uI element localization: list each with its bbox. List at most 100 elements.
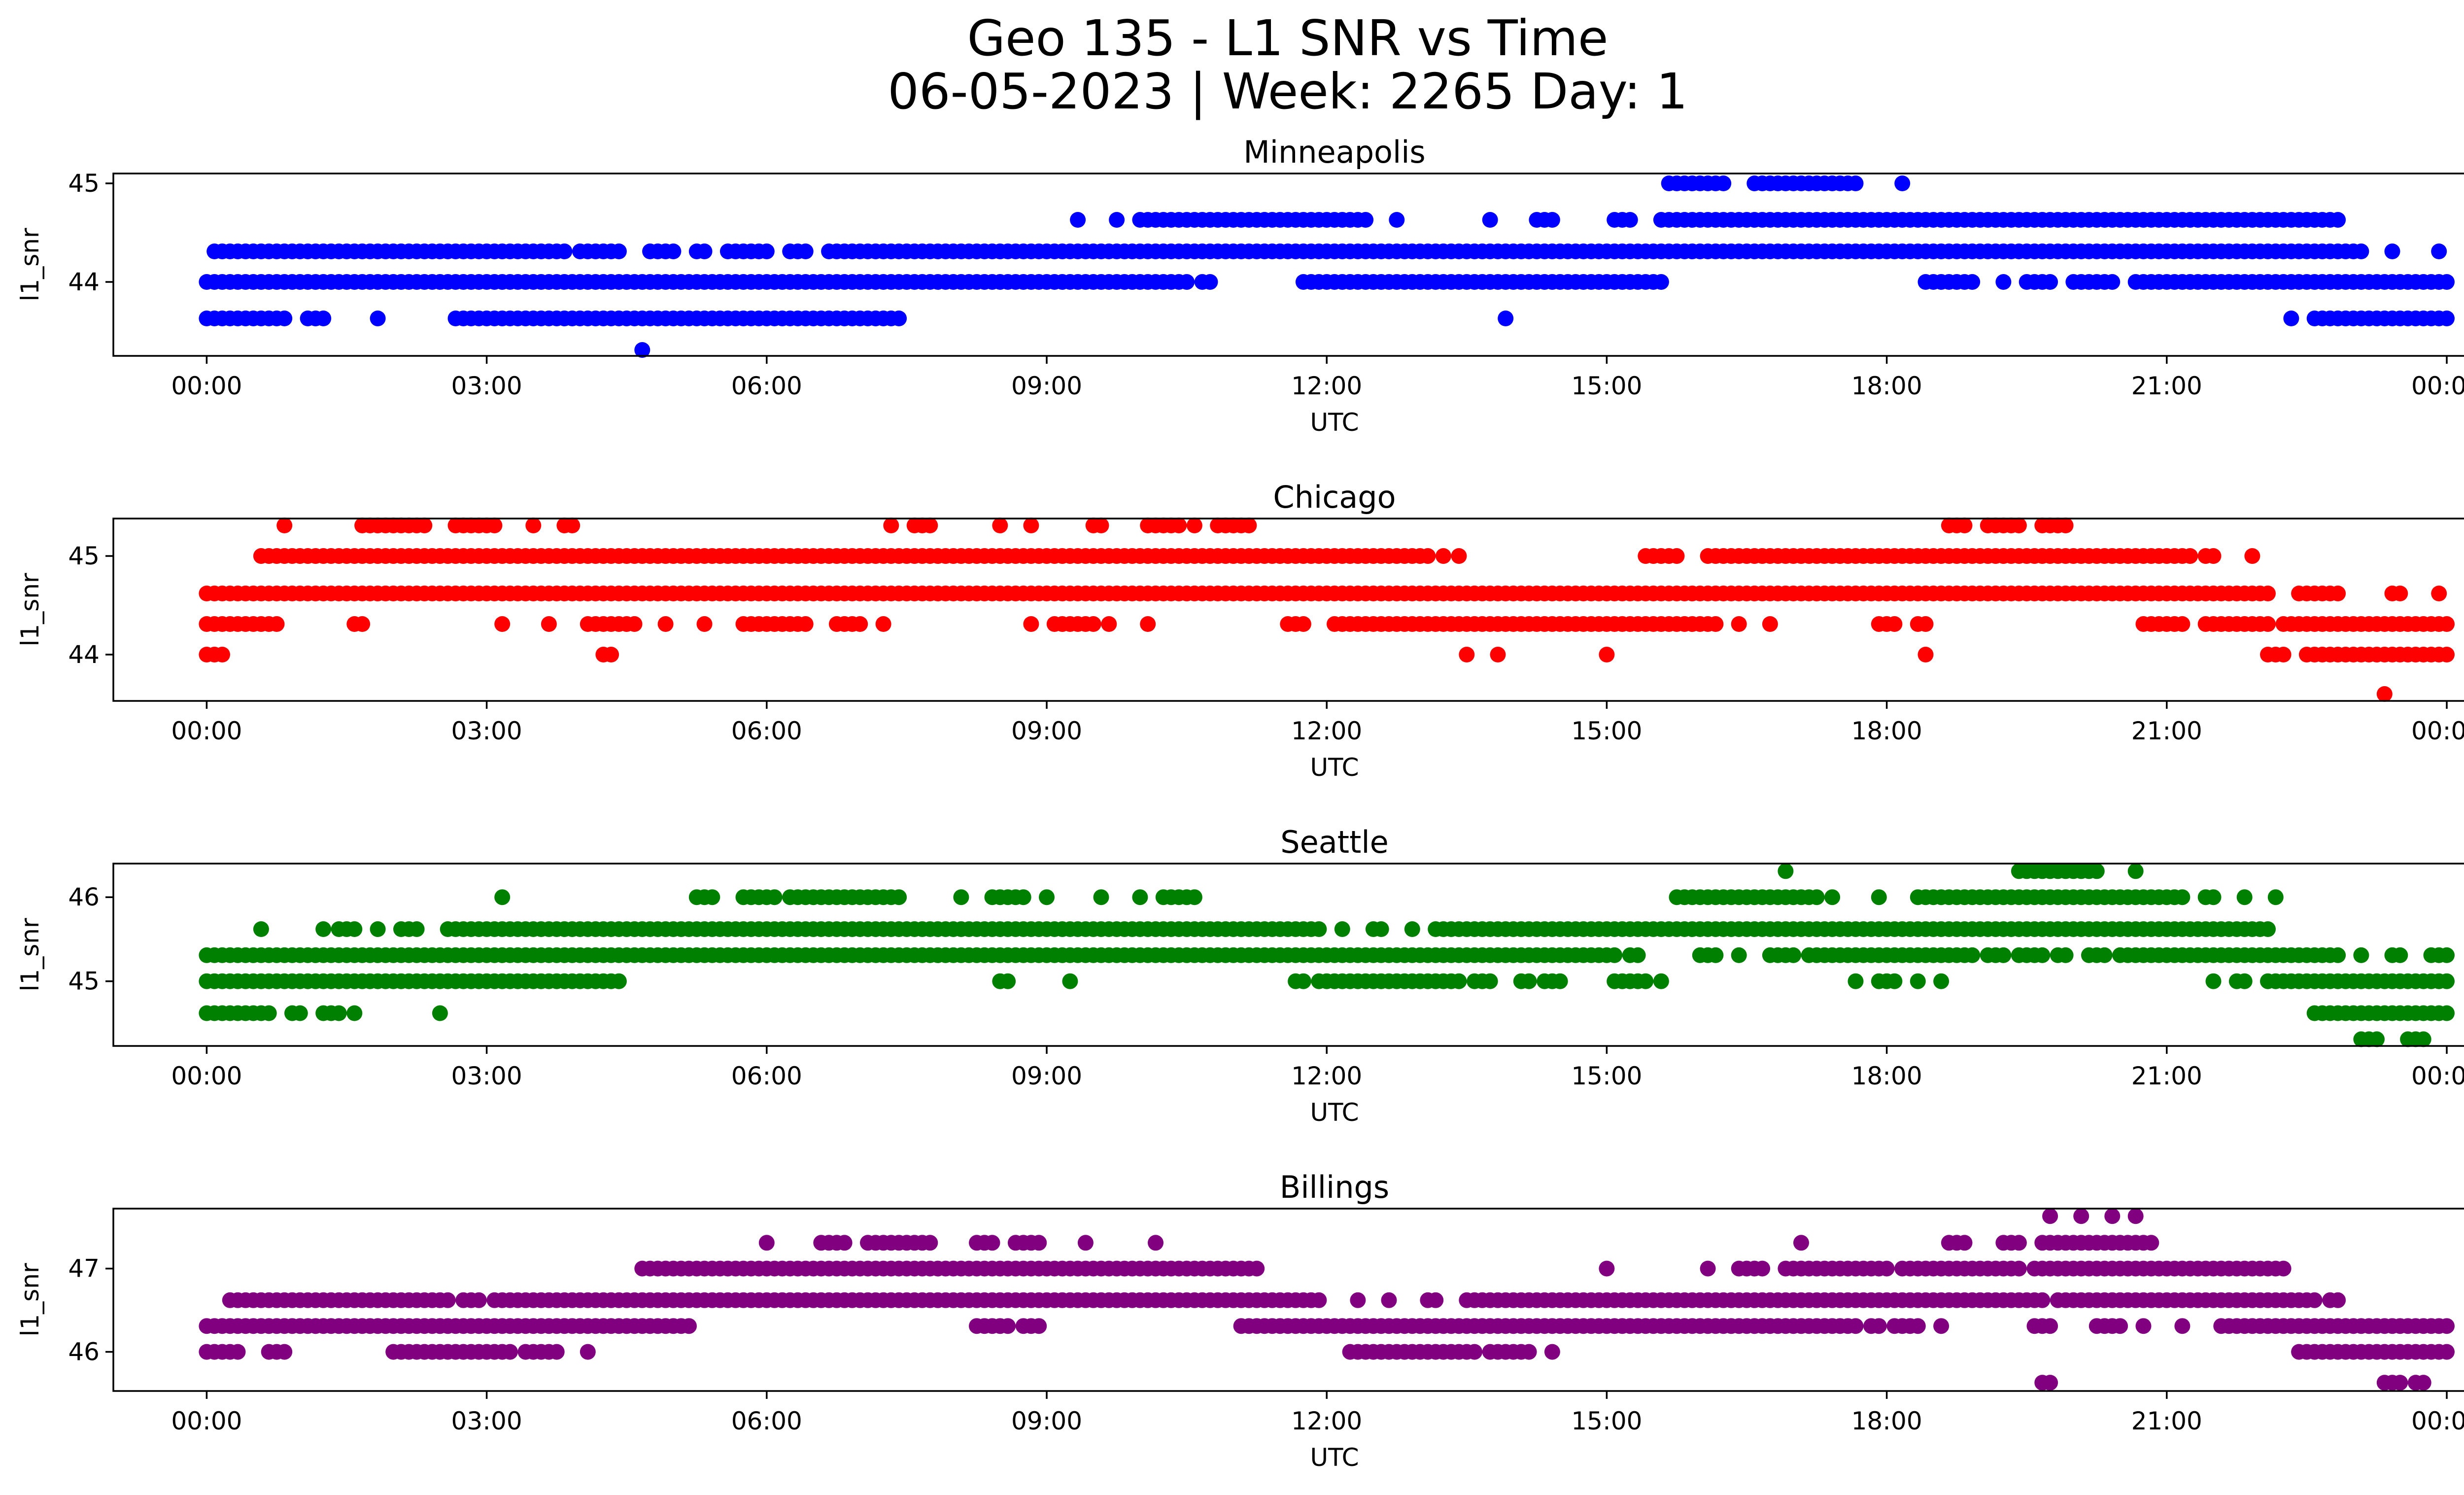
data-point (2330, 586, 2346, 601)
x-tick-label: 03:00 (451, 717, 522, 745)
x-tick-label: 03:00 (451, 372, 522, 400)
data-point (1171, 518, 1187, 533)
data-point (2135, 1318, 2152, 1334)
x-tick-label: 12:00 (1291, 372, 1362, 400)
data-point (1451, 973, 1467, 989)
data-point (1249, 1260, 1265, 1277)
data-point (1334, 921, 1350, 937)
data-point (891, 889, 907, 905)
x-tick-label: 09:00 (1011, 717, 1082, 745)
data-point (2353, 947, 2369, 963)
x-tick-label: 12:00 (1291, 1062, 1362, 1090)
data-point (1381, 1292, 1397, 1308)
data-point (1490, 647, 1506, 662)
data-point (1070, 212, 1086, 228)
figure-title: Geo 135 - L1 SNR vs Time (967, 9, 1608, 67)
data-point (1420, 548, 1436, 564)
data-point (2174, 889, 2190, 905)
data-point (2143, 1235, 2159, 1251)
data-point (346, 1005, 363, 1021)
data-point (2283, 311, 2299, 326)
axes-frame (112, 863, 2464, 1047)
data-point (1179, 274, 1195, 290)
data-point (276, 1344, 293, 1360)
data-point (1886, 616, 1903, 632)
axes-frame (112, 1208, 2464, 1392)
data-point (1848, 175, 1864, 191)
data-point (525, 518, 542, 533)
y-axis-label: l1_snr (16, 228, 44, 301)
x-tick-label: 21:00 (2131, 1407, 2202, 1435)
data-point (2182, 548, 2198, 564)
data-point (269, 616, 285, 632)
axes-frame (112, 518, 2464, 702)
data-point (1077, 1235, 1094, 1251)
panel-minneapolis: Minneapolis 00:00 03:00 06:00 09:00 12:00 15:0… (16, 134, 2464, 437)
data-point (1140, 616, 1156, 632)
data-point (315, 311, 332, 326)
data-point (2439, 1344, 2455, 1360)
data-point (2392, 947, 2408, 963)
x-tick-label: 00:00 (2411, 717, 2464, 745)
data-point (1544, 1344, 1560, 1360)
data-point (1809, 889, 1825, 905)
data-point (2112, 1318, 2128, 1334)
data-point (1093, 889, 1109, 905)
x-tick-label: 03:00 (451, 1062, 522, 1090)
data-point (1886, 973, 1903, 989)
data-point (2376, 686, 2393, 702)
data-point (580, 1344, 596, 1360)
data-point (1109, 212, 1125, 228)
data-point (1467, 1344, 1483, 1360)
data-point (1000, 973, 1016, 989)
data-point (2330, 1292, 2346, 1308)
data-point (486, 518, 503, 533)
data-point (1638, 973, 1654, 989)
data-point (1039, 889, 1055, 905)
data-point (2439, 616, 2455, 632)
panel-title: Billings (1280, 1169, 1389, 1205)
x-axis-label: UTC (1310, 408, 1359, 437)
x-tick-label: 00:00 (171, 372, 242, 400)
data-point (2057, 947, 2074, 963)
x-tick-label: 06:00 (731, 1407, 802, 1435)
panel-billings: Billings 00:00 03:00 06:00 09:00 12:00 15:00 18… (16, 1169, 2464, 1472)
data-point (2260, 586, 2276, 601)
data-point (1793, 1235, 1809, 1251)
data-point (852, 616, 868, 632)
data-point (1778, 863, 1794, 879)
data-point (2392, 1375, 2408, 1391)
x-tick-label: 15:00 (1571, 717, 1642, 745)
data-point (1879, 1260, 1895, 1277)
data-point (1451, 548, 1467, 564)
data-point (2431, 243, 2447, 259)
x-tick-label: 00:00 (2411, 1407, 2464, 1435)
data-point (2034, 1292, 2051, 1308)
data-point (696, 243, 713, 259)
data-point (331, 1005, 347, 1021)
x-axis-label: UTC (1310, 1443, 1359, 1472)
data-point (797, 616, 814, 632)
data-point (2392, 586, 2408, 601)
data-point (1731, 947, 1747, 963)
data-point (1031, 1318, 1047, 1334)
data-point (2011, 1235, 2027, 1251)
data-point (2439, 947, 2455, 963)
data-point (432, 1005, 448, 1021)
data-point (1599, 647, 1615, 662)
data-point (1933, 973, 1950, 989)
data-point (1132, 889, 1148, 905)
data-point (1404, 921, 1420, 937)
data-point (315, 921, 332, 937)
data-point (704, 889, 720, 905)
data-point (1389, 212, 1405, 228)
data-point (1731, 616, 1747, 632)
panel-chicago: Chicago 00:00 03:00 06:00 09:00 12:00 15:00 18:… (16, 479, 2464, 782)
data-point (2415, 1375, 2431, 1391)
data-point (1871, 889, 1887, 905)
data-point (2330, 947, 2346, 963)
data-point (253, 921, 269, 937)
data-point (370, 311, 386, 326)
data-point (2096, 947, 2113, 963)
